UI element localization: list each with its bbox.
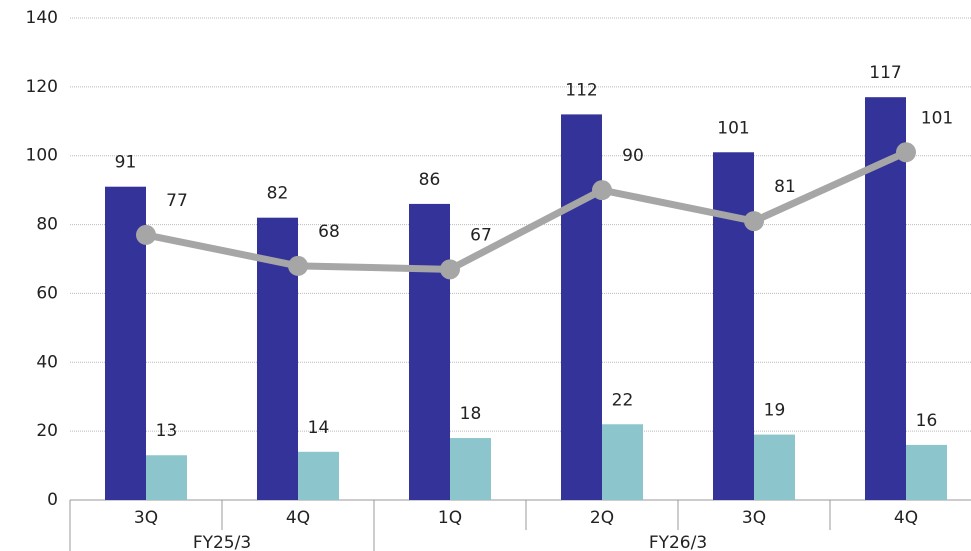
value-label: 14	[308, 418, 330, 438]
value-label: 81	[774, 177, 796, 197]
bar	[561, 114, 602, 501]
line-point	[440, 259, 460, 280]
group-label: FY26/3	[649, 533, 707, 551]
value-label: 91	[115, 153, 137, 173]
bar	[713, 152, 754, 500]
line-point	[288, 255, 308, 276]
line-point	[744, 211, 764, 232]
value-label: 101	[921, 108, 953, 128]
line-point	[896, 142, 916, 163]
y-tick-label: 140	[26, 8, 58, 28]
bar	[906, 444, 947, 500]
value-label: 86	[419, 170, 441, 190]
bar	[409, 203, 450, 500]
value-label: 117	[869, 63, 901, 83]
x-tick-label: 3Q	[742, 508, 766, 528]
bar	[754, 434, 795, 500]
value-label: 19	[764, 401, 786, 421]
line-point	[592, 180, 612, 201]
value-label: 112	[565, 80, 597, 100]
x-tick-label: 4Q	[286, 508, 310, 528]
y-tick-label: 20	[36, 421, 58, 441]
value-label: 22	[612, 390, 634, 410]
group-label: FY25/3	[193, 533, 251, 551]
value-label: 90	[622, 146, 644, 166]
y-tick-label: 0	[47, 490, 58, 510]
x-tick-label: 2Q	[590, 508, 614, 528]
line-point	[136, 224, 156, 245]
y-tick-label: 60	[36, 283, 58, 303]
value-label: 101	[717, 118, 749, 138]
y-tick-label: 80	[36, 215, 58, 235]
bar	[602, 424, 643, 500]
bar	[146, 455, 187, 500]
line	[145, 149, 908, 273]
value-label: 68	[318, 222, 340, 242]
x-tick-label: 4Q	[894, 508, 918, 528]
value-label: 13	[156, 421, 178, 441]
y-tick-label: 120	[26, 77, 58, 97]
y-tick-label: 40	[36, 352, 58, 372]
x-tick-label: 3Q	[134, 508, 158, 528]
bar	[450, 438, 491, 500]
value-label: 18	[460, 404, 482, 424]
y-tick-label: 100	[26, 146, 58, 166]
value-label: 82	[267, 184, 289, 204]
bar	[298, 451, 339, 500]
value-label: 77	[166, 191, 188, 211]
value-label: 16	[916, 411, 938, 431]
value-label: 67	[470, 225, 492, 245]
x-tick-label: 1Q	[438, 508, 462, 528]
